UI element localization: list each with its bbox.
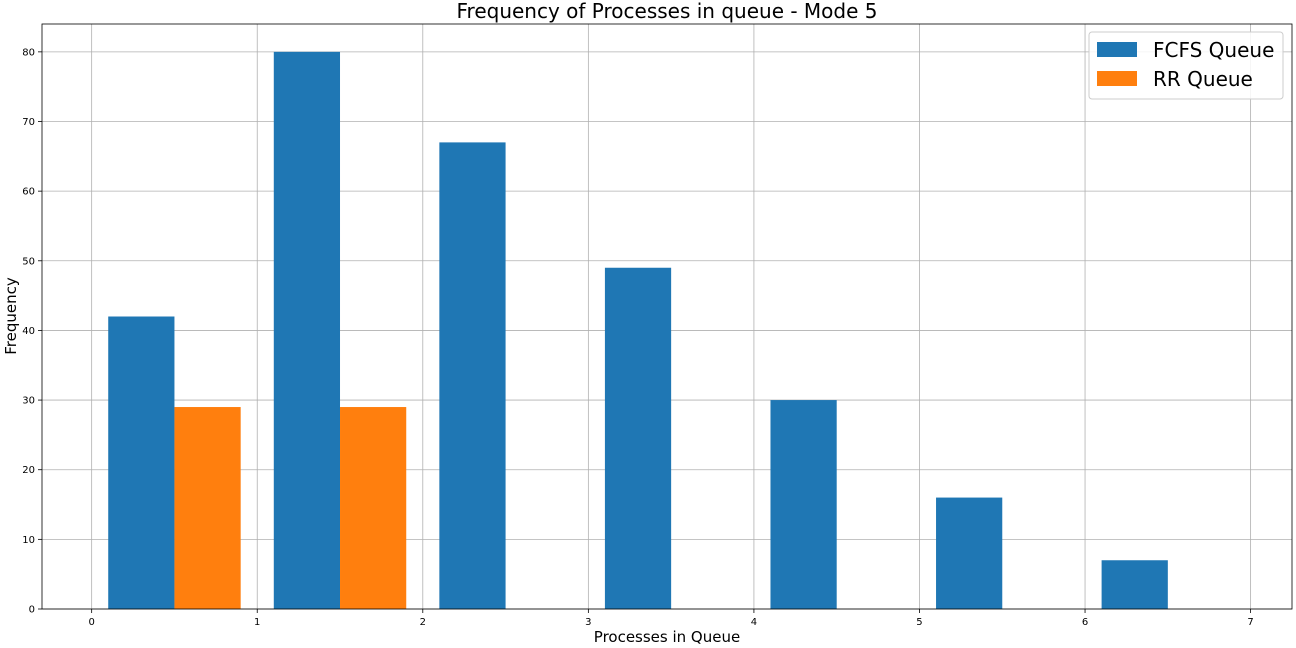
y-axis-title: Frequency <box>2 277 20 355</box>
x-tick-label: 3 <box>585 617 591 628</box>
bar-fcfs-1 <box>273 51 341 610</box>
x-tick-label: 5 <box>916 617 922 628</box>
x-tick-label: 7 <box>1247 617 1253 628</box>
x-tick-label: 0 <box>88 617 94 628</box>
y-axis-ticks: 0 10 20 30 40 50 60 70 80 <box>22 47 42 616</box>
y-tick-label: 30 <box>22 396 35 407</box>
y-tick-label: 40 <box>22 326 35 337</box>
bar-fcfs-2 <box>439 142 506 609</box>
chart-title: Frequency of Processes in queue - Mode 5 <box>456 0 877 23</box>
bar-fcfs-6 <box>1101 560 1168 609</box>
x-axis-ticks: 0 1 2 3 4 5 6 7 <box>88 609 1254 628</box>
bar-fcfs-0 <box>108 316 175 609</box>
legend-label-fcfs: FCFS Queue <box>1153 38 1274 62</box>
x-tick-label: 1 <box>254 617 260 628</box>
x-tick-label: 2 <box>420 617 426 628</box>
y-tick-label: 70 <box>22 117 35 128</box>
bar-rr-1 <box>340 407 407 609</box>
x-axis-title: Processes in Queue <box>594 628 740 646</box>
y-tick-label: 50 <box>22 256 35 267</box>
y-tick-label: 20 <box>22 465 35 476</box>
legend-label-rr: RR Queue <box>1153 67 1253 91</box>
bar-fcfs-3 <box>604 267 672 609</box>
y-tick-label: 80 <box>22 47 35 58</box>
legend-box <box>1088 31 1284 100</box>
bars-layer <box>108 51 1168 610</box>
bar-fcfs-4 <box>770 400 837 609</box>
y-tick-label: 60 <box>22 187 35 198</box>
legend: FCFS Queue RR Queue <box>1088 31 1284 100</box>
x-tick-label: 4 <box>751 617 757 628</box>
legend-swatch-fcfs <box>1097 42 1137 57</box>
bar-rr-0 <box>174 407 241 609</box>
plot-frame <box>41 23 1293 610</box>
legend-swatch-rr <box>1097 71 1137 86</box>
y-tick-label: 0 <box>29 605 35 616</box>
x-tick-label: 6 <box>1082 617 1088 628</box>
bar-fcfs-5 <box>936 497 1003 609</box>
y-tick-label: 10 <box>22 535 35 546</box>
